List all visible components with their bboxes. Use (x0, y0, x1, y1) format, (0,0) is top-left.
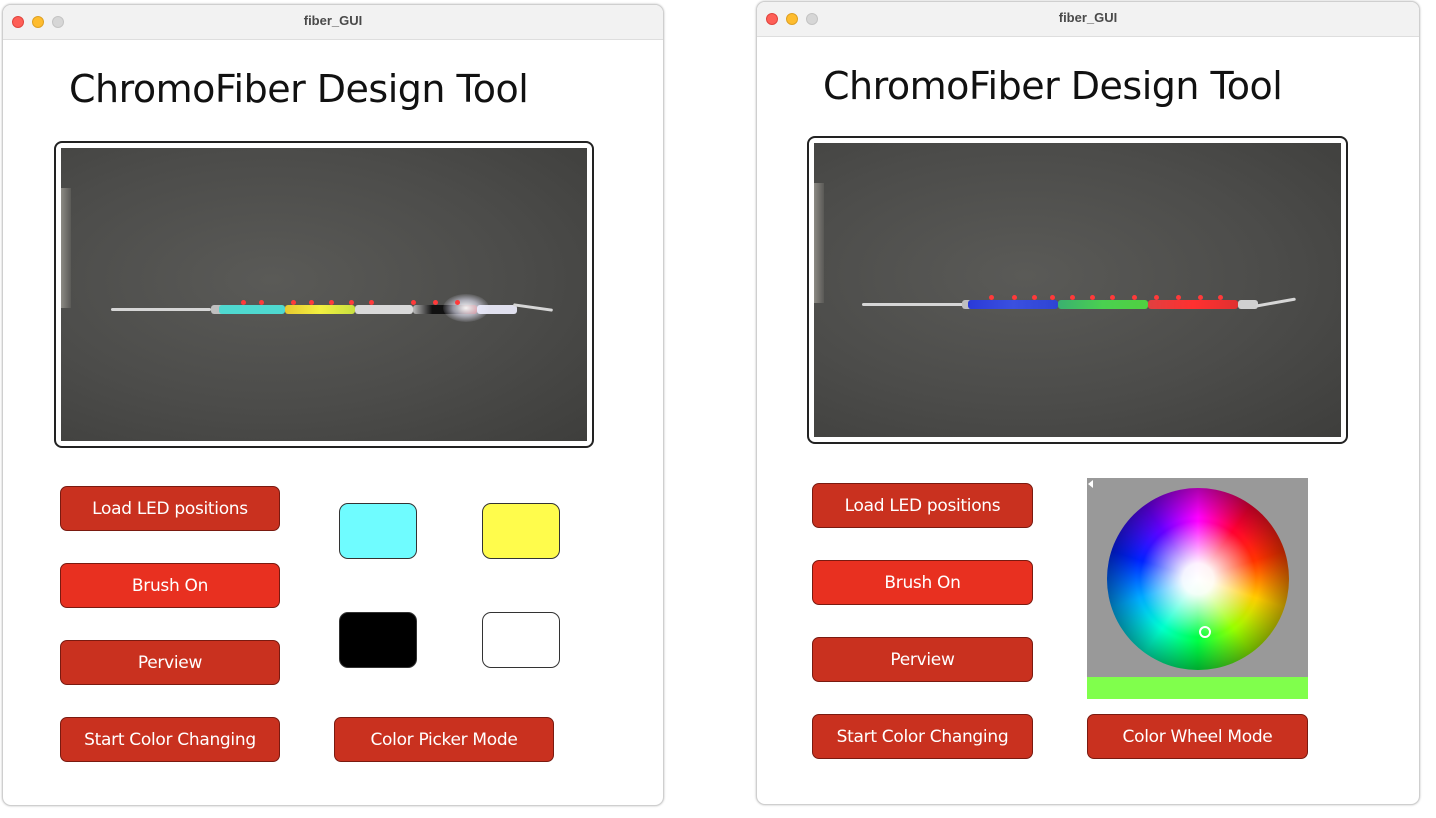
color-wheel-panel (1087, 478, 1308, 699)
brush-on-button[interactable]: Brush On (812, 560, 1033, 605)
color-mode-button[interactable]: Color Wheel Mode (1087, 714, 1308, 759)
window-title: fiber_GUI (303, 13, 363, 28)
window-title: fiber_GUI (1058, 10, 1118, 25)
title-bar[interactable]: fiber_GUI (3, 5, 663, 40)
fiber-photo (814, 143, 1341, 437)
app-window-picker: fiber_GUI ChromoFiber Design Tool (2, 4, 664, 806)
minimize-window-button[interactable] (32, 16, 44, 28)
minimize-window-button[interactable] (786, 13, 798, 25)
zoom-window-button[interactable] (806, 13, 818, 25)
app-window-wheel: fiber_GUI ChromoFiber Design Tool (756, 1, 1420, 805)
panel-marker-icon (1088, 480, 1093, 488)
start-color-changing-button[interactable]: Start Color Changing (60, 717, 280, 762)
color-mode-button[interactable]: Color Picker Mode (334, 717, 554, 762)
close-window-button[interactable] (12, 16, 24, 28)
color-wheel-cursor[interactable] (1199, 626, 1211, 638)
app-title: ChromoFiber Design Tool (69, 67, 529, 111)
fiber-preview-frame (807, 136, 1348, 444)
swatch-yellow[interactable] (482, 503, 560, 559)
color-wheel[interactable] (1107, 488, 1289, 670)
swatch-cyan[interactable] (339, 503, 417, 559)
app-title: ChromoFiber Design Tool (823, 64, 1283, 108)
load-led-positions-button[interactable]: Load LED positions (812, 483, 1033, 528)
swatch-white[interactable] (482, 612, 560, 668)
close-window-button[interactable] (766, 13, 778, 25)
start-color-changing-button[interactable]: Start Color Changing (812, 714, 1033, 759)
fiber-preview-frame (54, 141, 594, 448)
zoom-window-button[interactable] (52, 16, 64, 28)
selected-color-bar (1087, 677, 1308, 699)
fiber-photo (61, 148, 587, 441)
preview-button[interactable]: Perview (812, 637, 1033, 682)
swatch-black[interactable] (339, 612, 417, 668)
load-led-positions-button[interactable]: Load LED positions (60, 486, 280, 531)
brush-on-button[interactable]: Brush On (60, 563, 280, 608)
preview-button[interactable]: Perview (60, 640, 280, 685)
title-bar[interactable]: fiber_GUI (757, 2, 1419, 37)
